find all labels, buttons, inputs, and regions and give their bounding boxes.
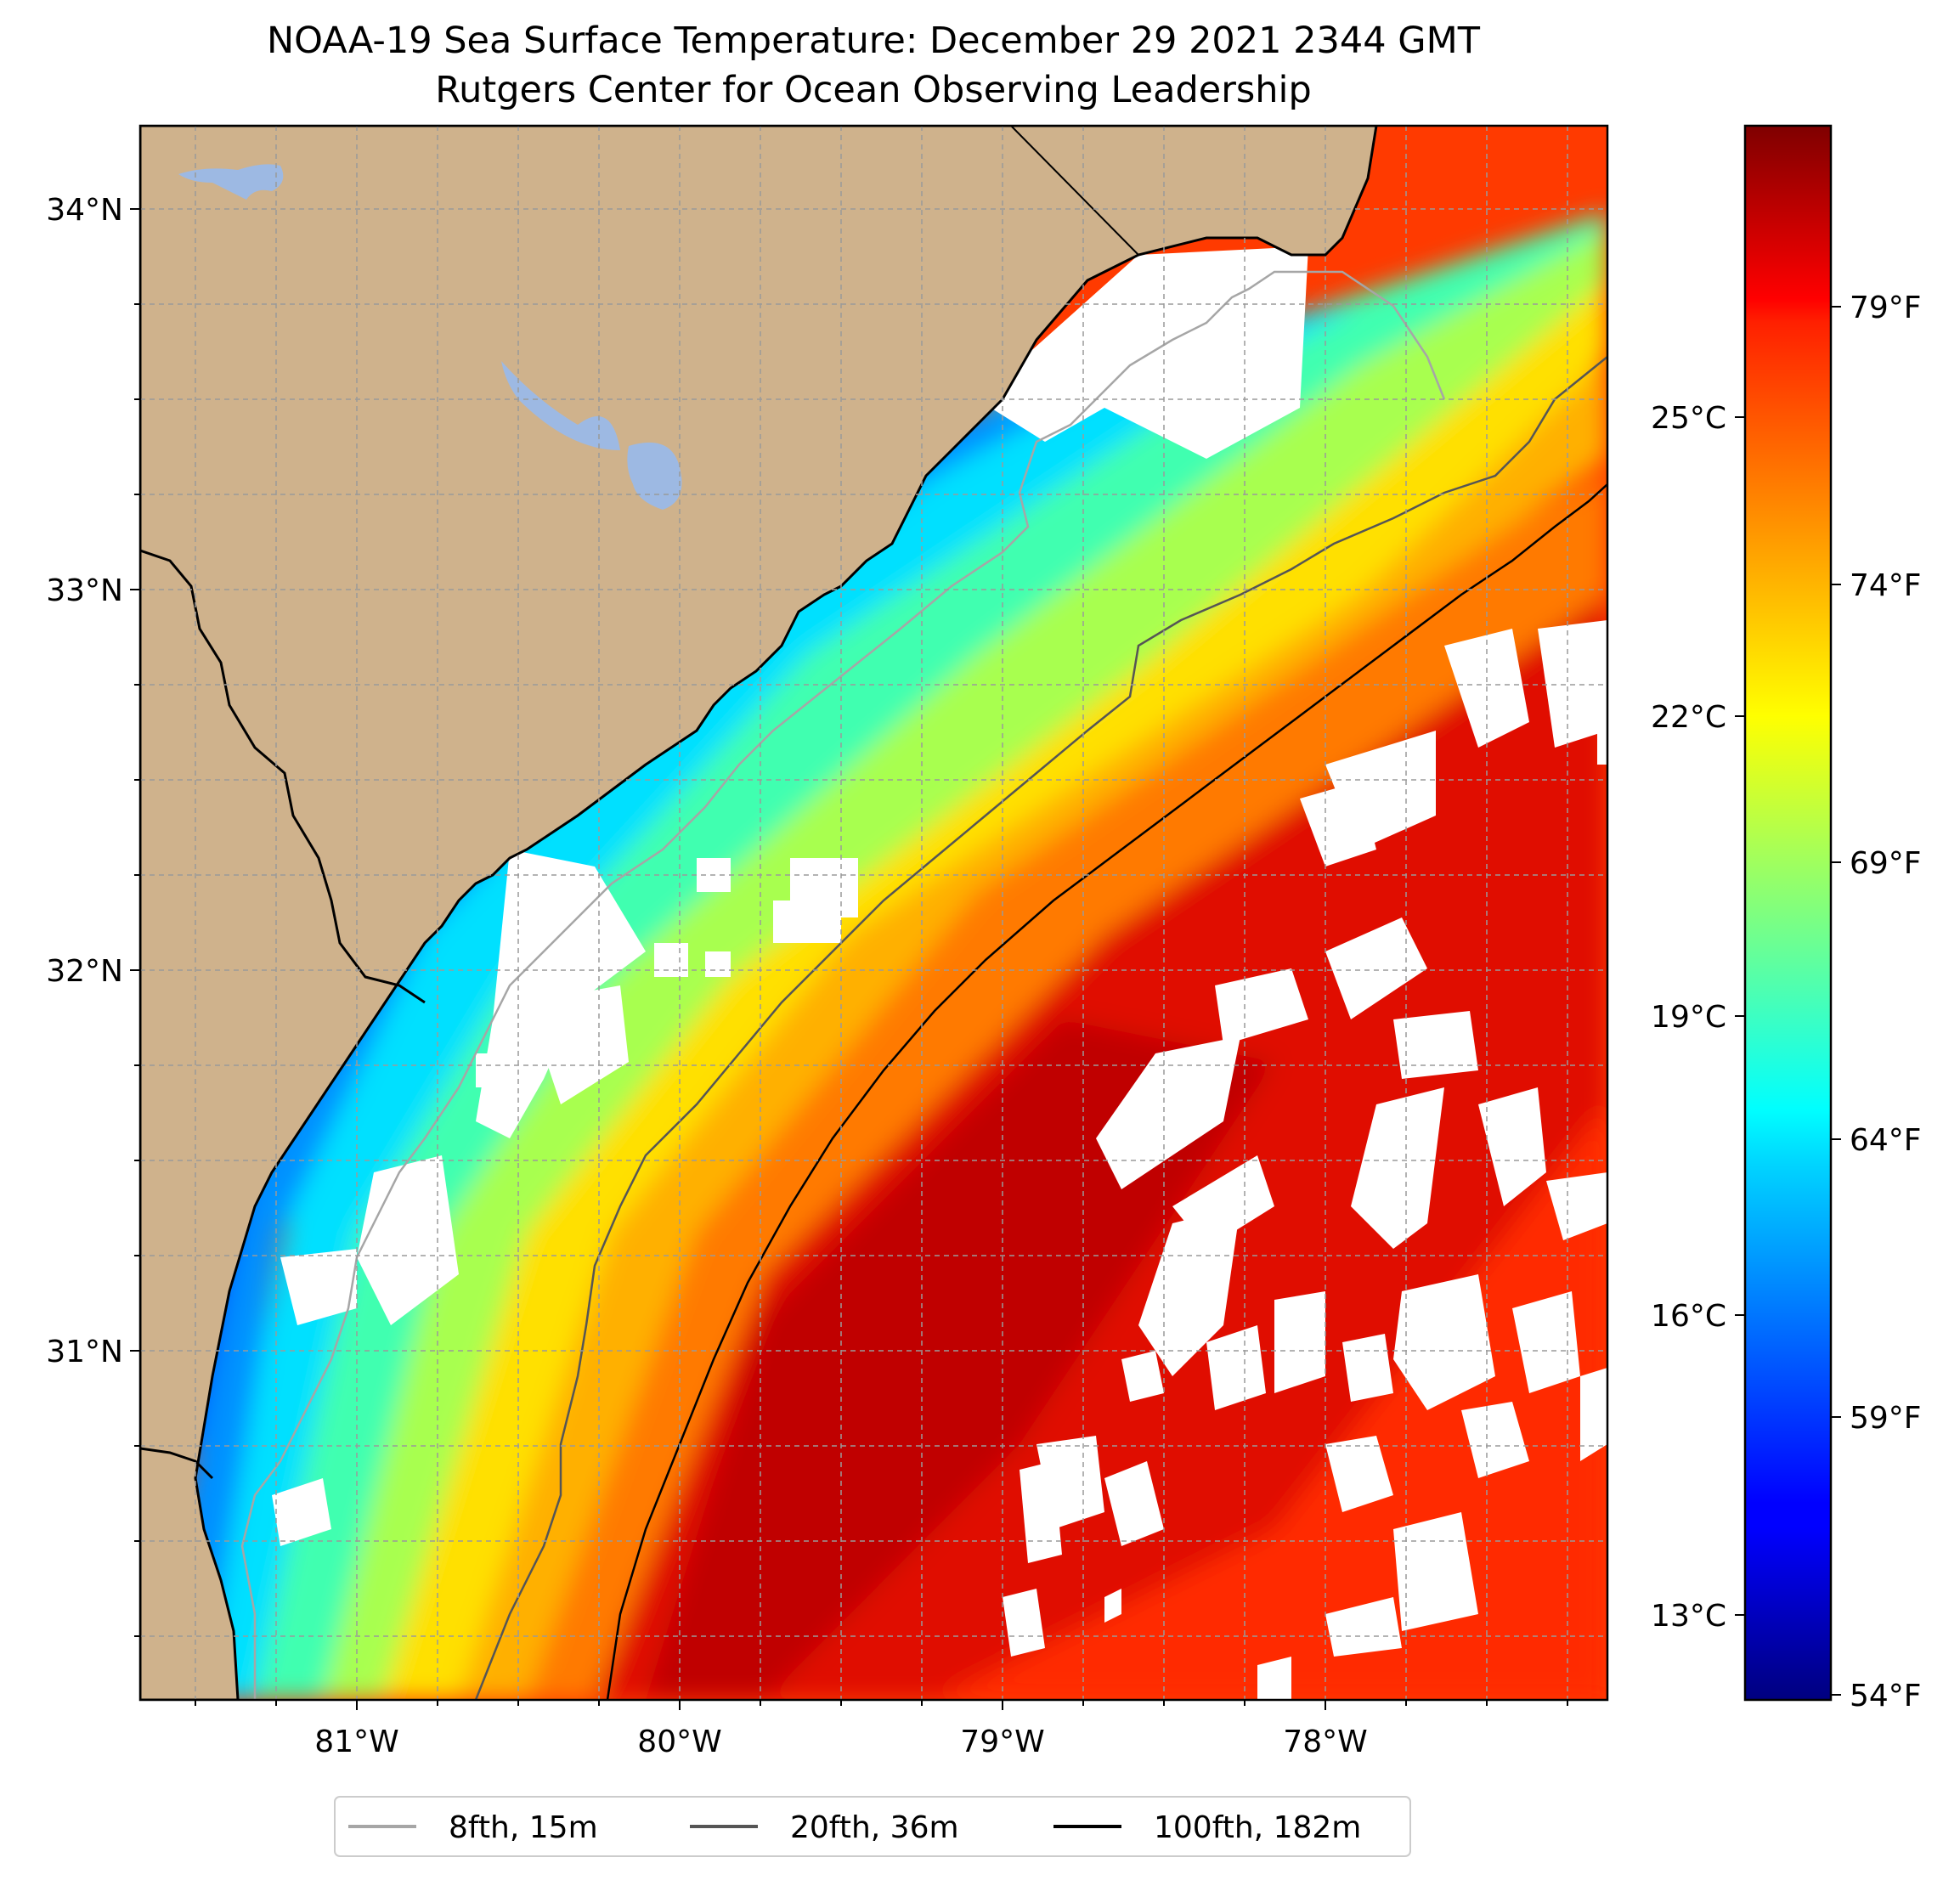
lon-tick-78w: 78°W — [1283, 1725, 1367, 1759]
ga-fl-border — [140, 1447, 214, 1480]
gridlines — [140, 126, 1607, 1700]
lat-tick-33n: 33°N — [46, 573, 123, 608]
map-frame — [138, 124, 1609, 1702]
colorbar-tick-19c: 19°C — [1651, 1000, 1726, 1035]
contour-legend: 8fth, 15m 20fth, 36m 100fth, 182m — [334, 1796, 1411, 1857]
lon-tick-marks — [195, 1700, 1568, 1710]
legend-label-8fth: 8fth, 15m — [449, 1810, 598, 1845]
contour-20fth — [474, 356, 1607, 1700]
colorbar-tick-64f: 64°F — [1850, 1123, 1922, 1158]
state-border — [140, 549, 426, 1004]
lon-tick-80w: 80°W — [637, 1725, 721, 1759]
land-mass — [140, 126, 1378, 1700]
lon-tick-81w: 81°W — [314, 1725, 398, 1759]
colorbar-tick-25c: 25°C — [1651, 401, 1726, 436]
lakes — [178, 164, 682, 510]
sst-map — [140, 126, 1607, 1700]
colorbar-tick-16c: 16°C — [1651, 1299, 1726, 1334]
lat-tick-32n: 32°N — [46, 954, 123, 989]
colorbar-tick-22c: 22°C — [1651, 700, 1726, 735]
lon-tick-79w: 79°W — [960, 1725, 1044, 1759]
map-title-line1: NOAA-19 Sea Surface Temperature: Decembe… — [267, 20, 1481, 62]
lat-tick-marks — [130, 208, 140, 1637]
colorbar-tick-59f: 59°F — [1850, 1401, 1922, 1436]
lat-tick-31n: 31°N — [46, 1335, 123, 1369]
colorbar-tick-74f: 74°F — [1850, 568, 1922, 603]
contour-8fth — [240, 270, 1446, 1700]
colorbar-tick-54f: 54°F — [1850, 1679, 1922, 1713]
legend-label-100fth: 100fth, 182m — [1154, 1810, 1361, 1845]
map-title-line2: Rutgers Center for Ocean Observing Leade… — [435, 69, 1312, 111]
colorbar — [1743, 124, 1833, 1702]
lat-tick-34n: 34°N — [46, 193, 123, 228]
colorbar-tick-69f: 69°F — [1850, 846, 1922, 881]
colorbar-tick-79f: 79°F — [1850, 291, 1922, 325]
colorbar-tick-13c: 13°C — [1651, 1599, 1726, 1634]
nc-sc-border — [1010, 126, 1139, 256]
colorbar-ticks — [1735, 306, 1841, 1696]
legend-label-20fth: 20fth, 36m — [790, 1810, 959, 1845]
